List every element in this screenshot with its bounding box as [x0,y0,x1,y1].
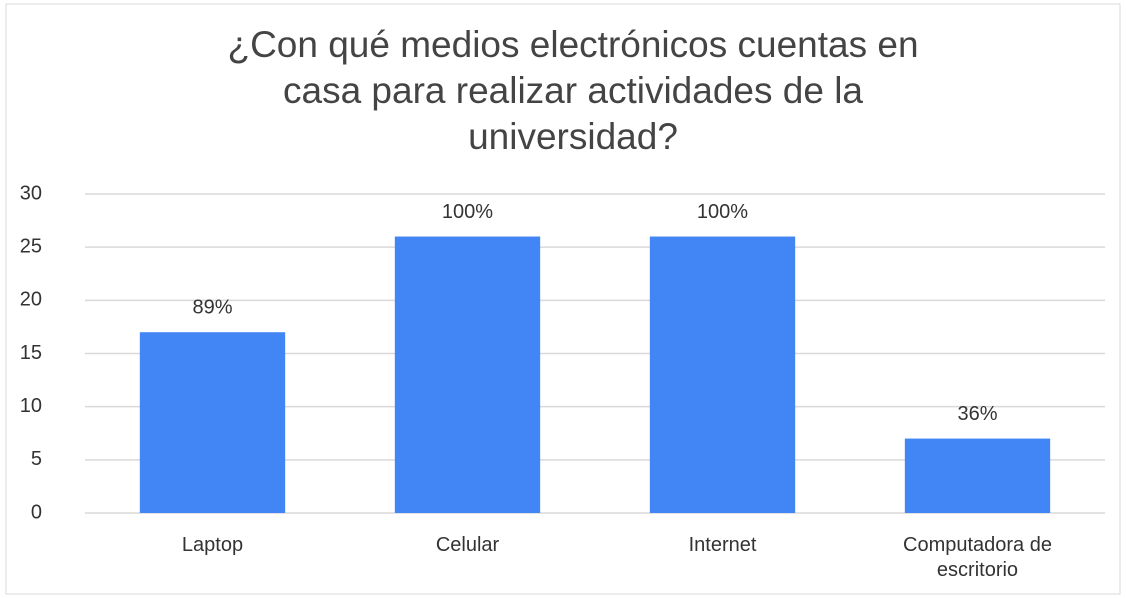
x-tick-label: Celular [435,534,500,556]
y-tick-label: 5 [31,448,42,470]
data-label: 36% [957,403,997,425]
y-tick-label: 20 [20,289,42,311]
data-label: 89% [192,297,232,319]
bar [649,236,796,514]
y-tick-label: 15 [20,342,42,364]
y-tick-label: 30 [20,182,42,204]
bar [394,236,541,514]
y-tick-label: 10 [20,395,42,417]
data-label: 100% [442,201,493,223]
x-tick-label: Laptop [181,534,244,556]
bar [139,332,286,513]
y-tick-label: 0 [31,501,42,523]
y-tick-label: 25 [20,235,42,257]
data-label: 100% [697,201,748,223]
chart-title: ¿Con qué medios electrónicos cuentas en … [227,24,919,157]
x-tick-label: Internet [688,534,757,556]
bar [904,438,1051,513]
chart-border [5,3,1121,595]
x-tick-label: Computadora de escritorio [903,534,1052,581]
